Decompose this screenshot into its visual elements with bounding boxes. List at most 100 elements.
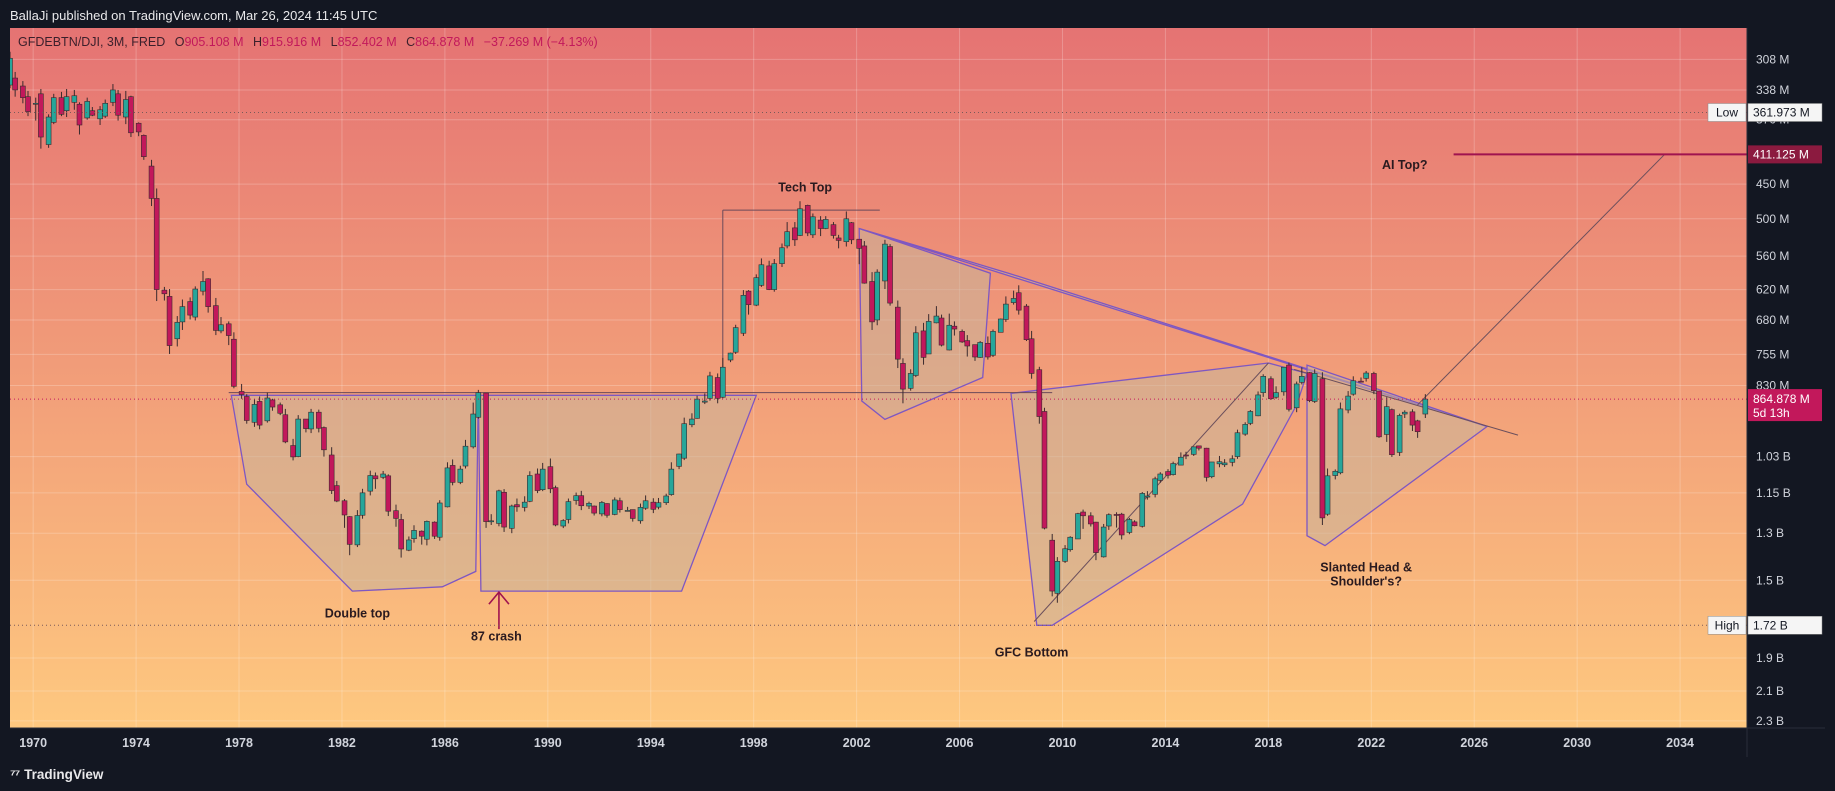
x-tick-label: 1994 bbox=[637, 736, 665, 750]
candle-body bbox=[148, 165, 155, 199]
legend-low-label: L bbox=[330, 35, 338, 49]
candle-body bbox=[1414, 420, 1421, 433]
candle-body bbox=[714, 377, 721, 399]
candle-body bbox=[951, 325, 958, 330]
candle-body bbox=[617, 500, 623, 510]
candle-body bbox=[509, 505, 515, 529]
chart-panel[interactable]: Tech Top AI Top? Double top 87 crash GFC Bot… bbox=[10, 28, 1825, 757]
candle-body bbox=[308, 411, 314, 430]
candle-body bbox=[887, 246, 893, 304]
candle-body bbox=[269, 399, 276, 408]
y-tick-label: 1.3 B bbox=[1756, 526, 1784, 540]
candle-body bbox=[1165, 471, 1171, 476]
tradingview-logo[interactable]: ⁷⁷ TradingView bbox=[10, 767, 103, 782]
candles bbox=[10, 51, 1429, 603]
candle-body bbox=[869, 281, 875, 323]
extreme-price-text: 1.72 B bbox=[1753, 618, 1788, 632]
candle-body bbox=[1286, 364, 1292, 410]
candle-body bbox=[483, 392, 489, 522]
candle-body bbox=[1350, 380, 1357, 395]
candle-body bbox=[624, 510, 631, 512]
candle-body bbox=[1131, 521, 1138, 527]
candle-body bbox=[1015, 292, 1022, 311]
candle-body bbox=[501, 491, 507, 528]
y-tick-label: 1.5 B bbox=[1756, 573, 1784, 587]
candle-body bbox=[238, 391, 245, 395]
candle-body bbox=[874, 271, 880, 321]
candle-body bbox=[895, 306, 901, 360]
line-triangle-extension bbox=[1293, 368, 1519, 436]
candle-body bbox=[457, 468, 464, 483]
x-tick-label: 1998 bbox=[740, 736, 768, 750]
candle-body bbox=[668, 468, 675, 495]
candle-body bbox=[1299, 376, 1305, 383]
annotation-label: Tech Top bbox=[778, 180, 832, 194]
current-price-badge bbox=[1748, 389, 1822, 422]
legend-low: 852.402 M bbox=[337, 35, 397, 49]
candle-body bbox=[25, 96, 31, 112]
y-tick-label: 338 M bbox=[1756, 83, 1789, 97]
candle-body bbox=[225, 323, 232, 336]
candle-body bbox=[650, 501, 657, 510]
candle-body bbox=[1221, 462, 1228, 466]
candle-body bbox=[740, 295, 747, 334]
candle-body bbox=[1041, 411, 1048, 529]
candle-body bbox=[1332, 470, 1339, 476]
candle-body bbox=[1106, 514, 1112, 527]
candle-body bbox=[385, 475, 392, 512]
candle-body bbox=[372, 475, 379, 480]
candle-body bbox=[694, 398, 700, 419]
candle-body bbox=[1049, 539, 1055, 592]
candle-body bbox=[642, 500, 649, 509]
candle-body bbox=[1118, 513, 1125, 536]
candle-body bbox=[552, 487, 559, 526]
x-tick-label: 2014 bbox=[1152, 736, 1180, 750]
candle-body bbox=[346, 516, 353, 545]
candle-body bbox=[745, 290, 752, 305]
candle-body bbox=[1363, 372, 1369, 379]
candle-body bbox=[359, 492, 366, 516]
annotation-label: Shoulder's? bbox=[1330, 575, 1402, 589]
candle-body bbox=[578, 495, 585, 507]
candle-body bbox=[933, 315, 940, 324]
candle-body bbox=[565, 501, 572, 520]
candle-body bbox=[1383, 406, 1390, 435]
candle-body bbox=[354, 515, 361, 546]
legend-close: 864.878 M bbox=[415, 35, 475, 49]
candle-body bbox=[393, 510, 399, 519]
candle-body bbox=[135, 122, 142, 133]
x-tick-label: 2018 bbox=[1254, 736, 1282, 750]
candle-body bbox=[1067, 536, 1073, 551]
legend-open-label: O bbox=[174, 35, 185, 49]
candle-body bbox=[328, 454, 335, 491]
candle-body bbox=[907, 373, 914, 389]
candle-body bbox=[804, 205, 811, 234]
bar-countdown-text: 5d 13h bbox=[1753, 406, 1790, 420]
candle-body bbox=[341, 500, 348, 516]
candle-body bbox=[702, 400, 708, 403]
candle-body bbox=[192, 288, 199, 318]
candle-body bbox=[771, 263, 778, 290]
candle-body bbox=[629, 509, 636, 519]
candle-body bbox=[76, 103, 83, 126]
x-tick-label: 1970 bbox=[19, 736, 47, 750]
y-tick-label: 1.15 B bbox=[1756, 486, 1791, 500]
candle-body bbox=[938, 317, 945, 346]
candle-body bbox=[231, 338, 237, 387]
legend-close-label: C bbox=[406, 35, 416, 49]
candle-body bbox=[792, 227, 798, 241]
candle-body bbox=[604, 503, 610, 516]
candle-body bbox=[303, 418, 309, 429]
candle-body bbox=[985, 343, 991, 358]
candle-body bbox=[663, 495, 669, 504]
y-tick-label: 620 M bbox=[1756, 283, 1789, 297]
candle-body bbox=[1028, 338, 1035, 374]
candle-body bbox=[218, 324, 224, 332]
candle-body bbox=[295, 418, 301, 457]
candle-body bbox=[1255, 394, 1261, 417]
price-chart[interactable]: Tech Top AI Top? Double top 87 crash GFC Bot… bbox=[10, 28, 1825, 757]
candle-body bbox=[758, 264, 765, 286]
candle-body bbox=[972, 344, 978, 358]
candle-body bbox=[1010, 298, 1017, 303]
candle-body bbox=[797, 208, 803, 236]
